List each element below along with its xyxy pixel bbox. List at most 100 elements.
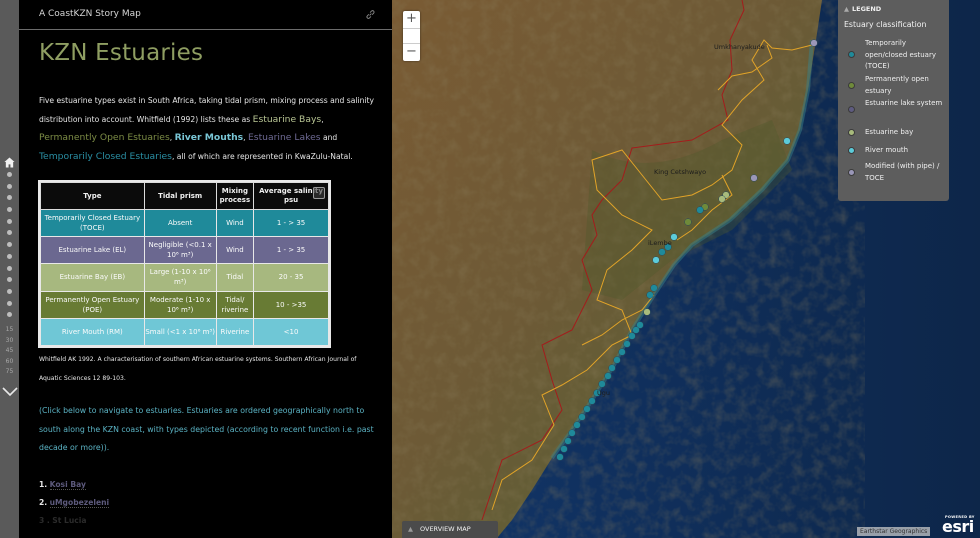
estuary-point[interactable] xyxy=(670,233,678,241)
estuary-link-st-lucia[interactable]: 3 . St Lucia xyxy=(39,512,109,530)
overview-map-toggle[interactable]: ▲ OVERVIEW MAP xyxy=(402,521,498,538)
table-cell: River Mouth (RM) xyxy=(40,317,145,347)
estuary-point[interactable] xyxy=(684,218,692,226)
legend-swatch-icon xyxy=(848,168,855,176)
table-cell: 10 - >35 xyxy=(253,290,329,319)
section-dots xyxy=(0,172,19,324)
esri-wordmark: esri xyxy=(942,517,974,536)
nav-section-dot[interactable] xyxy=(7,183,12,189)
estuary-name: St Lucia xyxy=(52,516,87,525)
nav-section-dot[interactable] xyxy=(7,207,12,213)
estuary-point[interactable] xyxy=(696,206,704,214)
nav-section-dot[interactable] xyxy=(7,253,12,259)
nav-section-dot[interactable] xyxy=(7,195,12,201)
estuary-point[interactable] xyxy=(652,256,660,264)
estuary-point[interactable] xyxy=(560,445,568,453)
nav-section-dot[interactable] xyxy=(7,230,12,236)
estuarine-bays-term: Estuarine Bays xyxy=(252,113,322,125)
estuary-point[interactable] xyxy=(608,364,616,372)
estuary-link-umgobezeleni[interactable]: 2. uMgobezeleni xyxy=(39,494,110,512)
estuary-point[interactable] xyxy=(718,195,726,203)
citation: Whitfield AK 1992. A characterisation of… xyxy=(39,356,357,382)
table-cell: Wind xyxy=(215,208,255,238)
zoom-out-button[interactable]: − xyxy=(406,44,417,59)
estuary-point[interactable] xyxy=(628,332,636,340)
nav-section-dot[interactable] xyxy=(7,288,12,294)
nav-number[interactable]: 60 xyxy=(5,357,14,365)
estuary-point[interactable] xyxy=(618,348,626,356)
estuary-point[interactable] xyxy=(564,437,572,445)
legend-swatch-icon xyxy=(848,51,855,59)
list-number: 3 . xyxy=(39,516,50,525)
estuary-point[interactable] xyxy=(623,340,631,348)
estuary-point[interactable] xyxy=(750,174,758,182)
punctuation: , xyxy=(321,114,324,124)
estuary-points[interactable] xyxy=(556,39,818,461)
nav-number[interactable]: 45 xyxy=(5,347,14,354)
estuary-point[interactable] xyxy=(632,326,640,334)
map-view[interactable]: Umkhanyakude King Cetshwayo iLembe Ugu +… xyxy=(392,0,980,538)
navigation-note: (Click below to navigate to estuaries. E… xyxy=(39,406,374,452)
table-row: Temporarily Closed Estuary (TOCE) Absent W… xyxy=(40,208,329,238)
nav-number[interactable]: 75 xyxy=(5,368,14,375)
story-map-title: A CoastKZN Story Map xyxy=(39,9,141,19)
table-cell: 1 - > 35 xyxy=(253,236,329,265)
nav-section-dot[interactable] xyxy=(7,300,12,306)
map-label-district: iLembe xyxy=(648,239,672,247)
section-numbers: 15 30 45 60 75 xyxy=(0,325,19,378)
intro-paragraph: Five estuarine types exist in South Afri… xyxy=(39,92,374,166)
legend-label: Estuarine bay xyxy=(865,128,914,136)
estuary-point[interactable] xyxy=(664,243,672,251)
home-icon[interactable] xyxy=(4,157,15,168)
table-cell: <10 xyxy=(253,317,329,347)
estuary-point[interactable] xyxy=(598,380,606,388)
estuary-point[interactable] xyxy=(643,308,651,316)
nav-number[interactable]: 30 xyxy=(5,336,14,344)
nav-section-dot[interactable] xyxy=(7,218,12,224)
chevron-down-icon[interactable] xyxy=(2,386,18,398)
estuary-point[interactable] xyxy=(650,284,658,292)
nav-section-dot[interactable] xyxy=(7,265,12,271)
legend-swatch-icon xyxy=(848,128,855,136)
estuary-point[interactable] xyxy=(556,453,564,461)
nav-section-dot[interactable] xyxy=(7,242,12,248)
panel-header: A CoastKZN Story Map xyxy=(19,0,392,30)
estuary-point[interactable] xyxy=(636,321,644,329)
expand-image-icon[interactable] xyxy=(313,187,325,199)
table-row: Permanently Open Estuary (POE) Moderate (… xyxy=(40,290,329,319)
table-cell: Wind xyxy=(215,236,255,265)
nav-section-dot[interactable] xyxy=(7,312,12,318)
estuary-point[interactable] xyxy=(604,372,612,380)
map-attribution[interactable]: Earthstar Geographics xyxy=(857,527,931,536)
chevron-up-icon: ▲ xyxy=(844,5,849,13)
story-side-panel[interactable]: A CoastKZN Story Map KZN Estuaries Five … xyxy=(19,0,392,538)
table-cell: Tidal/ riverine xyxy=(215,290,255,319)
nav-section-dot[interactable] xyxy=(7,172,12,177)
legend-header: LEGEND xyxy=(852,5,882,13)
estuary-point[interactable] xyxy=(583,405,591,413)
table-cell: Temporarily Closed Estuary (TOCE) xyxy=(40,208,145,238)
zoom-in-button[interactable]: + xyxy=(406,11,417,26)
table-cell: Tidal xyxy=(215,263,255,292)
estuary-point[interactable] xyxy=(588,397,596,405)
estuary-point[interactable] xyxy=(573,421,581,429)
legend-toggle[interactable]: ▲ LEGEND xyxy=(844,5,881,13)
estuary-point[interactable] xyxy=(593,389,601,397)
legend-label: Permanently open estuary xyxy=(865,75,929,95)
esri-logo[interactable]: POWERED BY esri xyxy=(941,514,977,536)
estuary-types-table-image[interactable]: Type Tidal prism Mixing process Average … xyxy=(38,180,331,348)
estuary-point[interactable] xyxy=(568,429,576,437)
estuary-link-kosi-bay[interactable]: 1. Kosi Bay xyxy=(39,476,109,494)
link-icon[interactable] xyxy=(365,9,376,20)
nav-section-dot[interactable] xyxy=(7,277,12,283)
estuary-point[interactable] xyxy=(658,248,666,256)
permanently-open-term: Permanently Open Estuaries xyxy=(39,132,170,143)
estuary-point[interactable] xyxy=(810,39,818,47)
estuary-point[interactable] xyxy=(613,356,621,364)
table-row: River Mouth (RM) Small (<1 x 10⁶ m³) River… xyxy=(40,317,329,347)
estuary-point[interactable] xyxy=(783,137,791,145)
table-cell: 1 - > 35 xyxy=(253,208,329,238)
nav-number[interactable]: 15 xyxy=(5,326,14,333)
estuary-point[interactable] xyxy=(646,291,654,299)
estuary-point[interactable] xyxy=(578,413,586,421)
